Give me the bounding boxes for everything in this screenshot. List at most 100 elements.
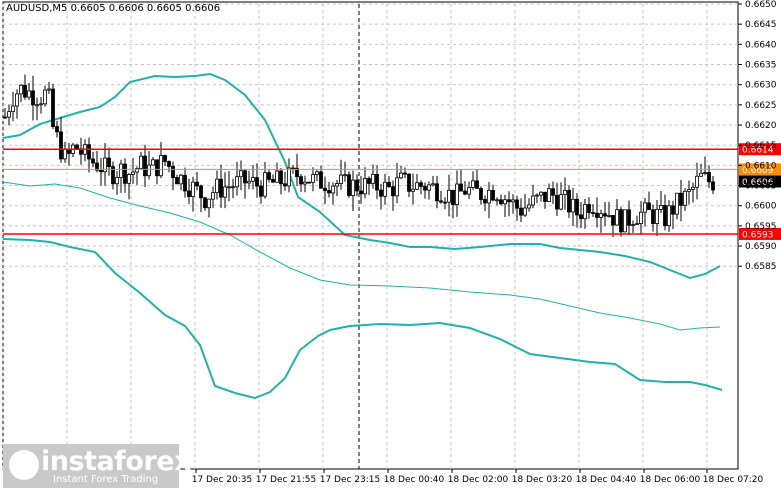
time-tick-label: 17 Dec 21:55 (256, 475, 317, 485)
candle-body (87, 144, 91, 160)
price-axis: 0.6650 0.6645 0.6640 0.6635 0.6630 0.6625 0.66… (738, 0, 777, 272)
candle-body (451, 189, 455, 206)
candle-body (91, 158, 95, 164)
candle-body (651, 209, 655, 224)
candle-body (27, 90, 31, 98)
candle-body (575, 198, 579, 216)
watermark-name: instaforex (41, 446, 192, 477)
candle-body (347, 174, 351, 196)
candle-body (463, 190, 467, 195)
candle-body (187, 190, 191, 198)
candle-body (19, 84, 23, 95)
candle-body (615, 209, 619, 226)
price-tick-label: 0.6595 (745, 222, 777, 232)
candle-body (291, 167, 295, 170)
candle-body (115, 177, 119, 185)
candle-body (499, 199, 503, 205)
candle-body (339, 174, 343, 184)
candle-body (695, 175, 699, 188)
candle-body (447, 189, 451, 203)
candle-body (363, 178, 367, 195)
candle-body (167, 161, 171, 167)
candle-body (595, 212, 599, 218)
candle-body (55, 126, 59, 133)
level-price-tag (739, 143, 781, 156)
candle-body (467, 187, 471, 195)
candle-body (155, 159, 159, 177)
candle-body (523, 207, 527, 216)
candle-body (587, 204, 591, 213)
candle-body (411, 188, 415, 192)
price-tick-label: 0.6630 (745, 81, 777, 91)
price-tick-label: 0.6590 (745, 242, 777, 252)
candle-body (15, 93, 19, 107)
candle-body (703, 172, 707, 174)
candle-body (591, 212, 595, 214)
candle-body (599, 213, 603, 218)
candle-body (659, 204, 663, 210)
candle-body (487, 189, 491, 204)
candle-body (311, 174, 315, 183)
candle-body (519, 207, 523, 216)
candle-body (471, 180, 475, 188)
time-tick-label: 18 Dec 02:00 (448, 475, 509, 485)
candle-body (395, 177, 399, 197)
candle-body (251, 177, 255, 182)
candle-body (555, 194, 559, 210)
candle-body (371, 173, 375, 184)
candle-body (147, 164, 151, 177)
candle-body (535, 194, 539, 197)
candle-body (387, 181, 391, 188)
candle-body (675, 192, 679, 215)
candle-body (307, 181, 311, 184)
candle-body (67, 149, 71, 154)
current-price-label: 0.6606 (742, 178, 774, 188)
candle-body (63, 149, 67, 160)
candle-body (431, 183, 435, 186)
candle-body (75, 144, 79, 150)
candle-body (323, 187, 327, 191)
time-tick-label: 18 Dec 07:20 (703, 475, 764, 485)
candle-body (135, 168, 139, 173)
candle-body (415, 182, 419, 190)
candle-body (95, 162, 99, 171)
level-price-label: 0.6593 (742, 230, 774, 240)
candle-body (231, 186, 235, 189)
candle-body (455, 183, 459, 206)
candle-body (179, 174, 183, 185)
level-price-tag (739, 163, 781, 176)
level-price-tag (739, 227, 781, 240)
candle-body (275, 170, 279, 183)
price-tick-label: 0.6600 (745, 202, 777, 212)
price-tick-label: 0.6615 (745, 141, 777, 151)
candle-body (527, 204, 531, 209)
candle-body (403, 172, 407, 175)
candle-body (435, 183, 439, 202)
candle-body (367, 178, 371, 184)
current-price-tag (739, 175, 781, 188)
candle-body (543, 191, 547, 202)
candle-body (391, 186, 395, 197)
candle-body (143, 155, 147, 177)
candle-body (223, 186, 227, 198)
candle-body (159, 155, 163, 177)
price-tick-label: 0.6635 (745, 61, 777, 71)
candle-body (547, 188, 551, 202)
time-axis: 17 Dec 20:35 17 Dec 21:55 17 Dec 23:15 18 D… (192, 469, 764, 485)
candle-body (583, 204, 587, 220)
candle-body (423, 186, 427, 191)
candle-body (639, 211, 643, 225)
candle-body (295, 167, 299, 178)
candle-body (459, 183, 463, 192)
candle-body (503, 199, 507, 205)
candle-body (667, 205, 671, 227)
candle-body (563, 189, 567, 196)
price-levels: 0.6614 0.6609 0.6593 0.6606 (3, 143, 781, 240)
candle-body (491, 189, 495, 201)
candle-body (35, 104, 39, 107)
candle-body (579, 214, 583, 220)
time-tick-label: 18 Dec 04:40 (576, 475, 637, 485)
candle-body (683, 190, 687, 206)
candle-body (23, 84, 27, 98)
